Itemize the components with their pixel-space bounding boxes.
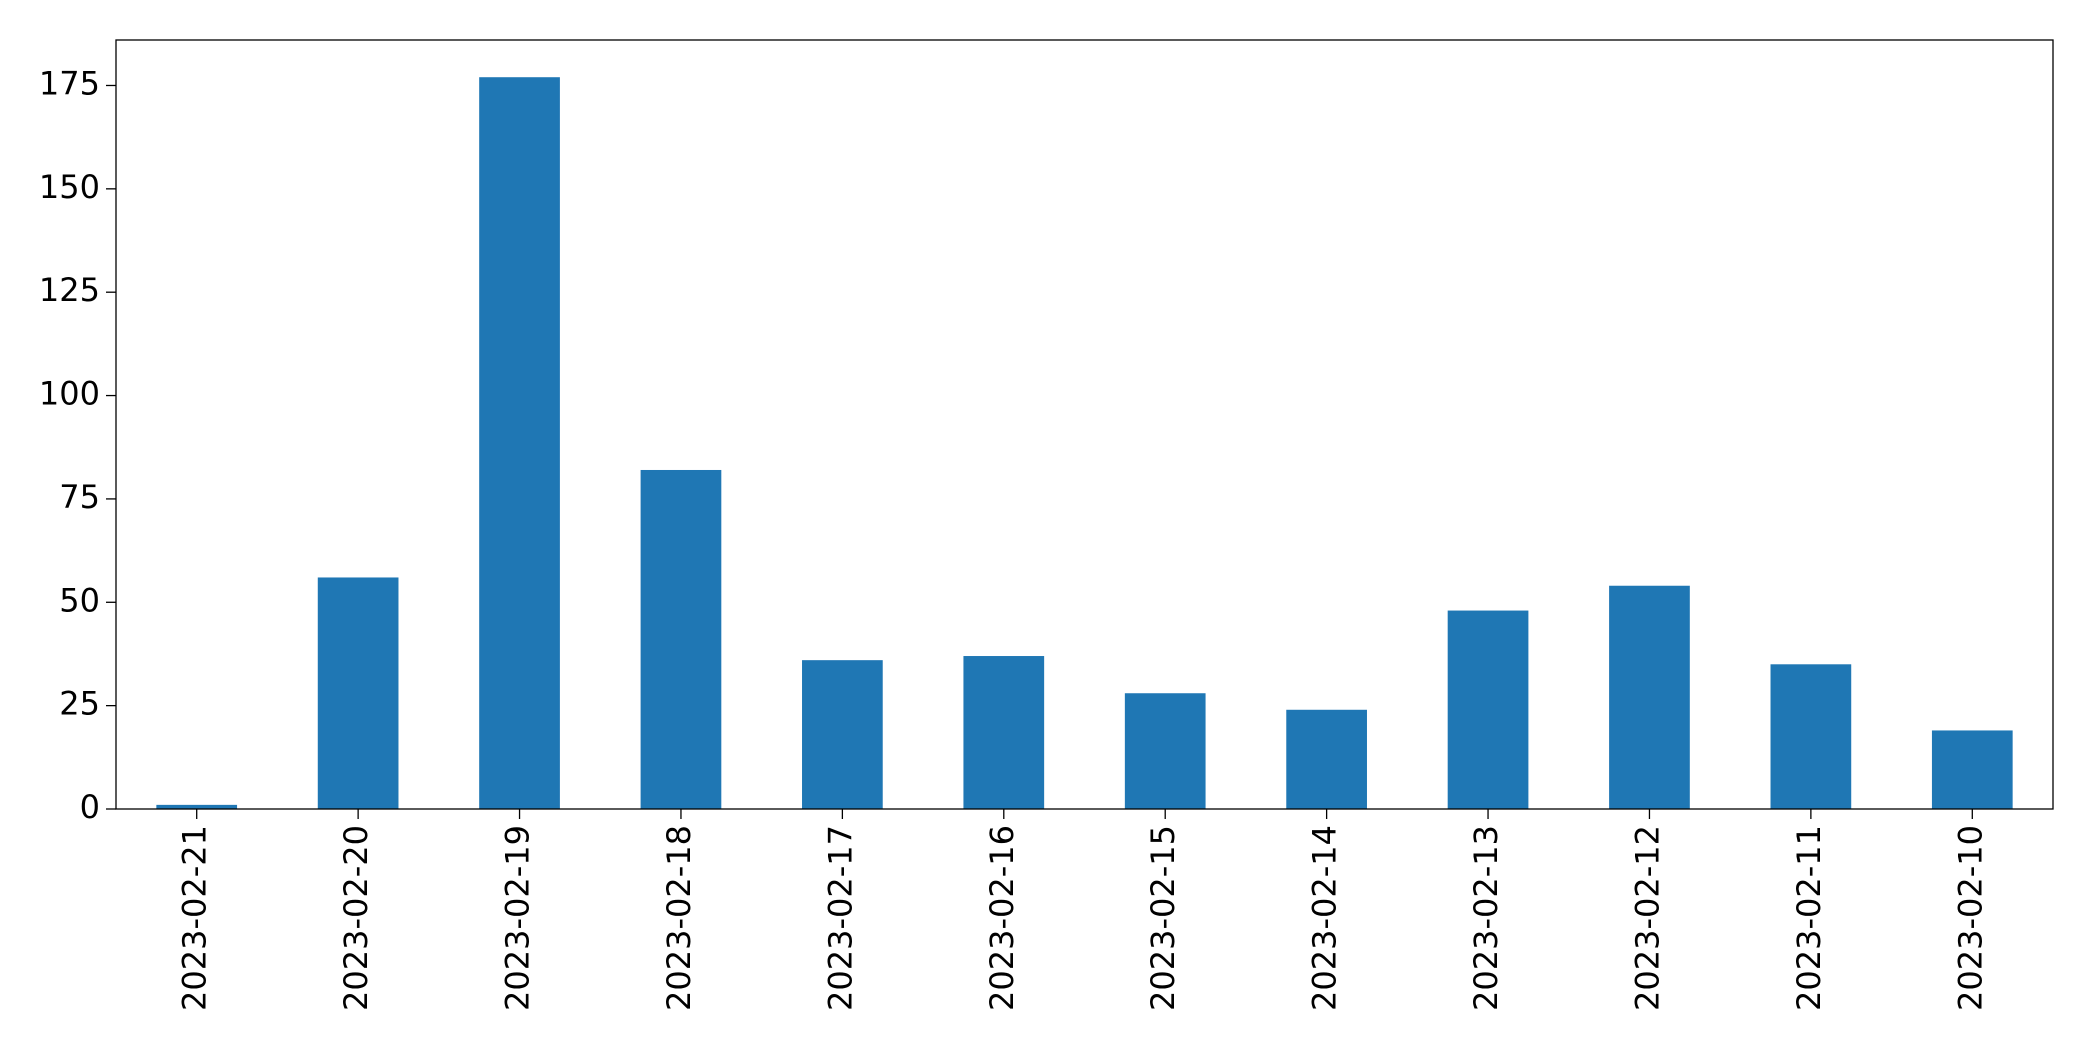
- y-tick-label: 75: [59, 478, 100, 516]
- x-tick-label: 2023-02-20: [337, 825, 375, 1011]
- y-tick-label: 150: [39, 168, 100, 206]
- y-tick-label: 50: [59, 581, 100, 619]
- bar: [1770, 664, 1852, 809]
- x-tick-label: 2023-02-13: [1467, 825, 1505, 1011]
- x-tick-label: 2023-02-10: [1951, 825, 1989, 1011]
- bar: [802, 660, 883, 809]
- bar: [1609, 585, 1690, 809]
- x-tick-label: 2023-02-17: [821, 825, 859, 1011]
- x-tick-label: 2023-02-19: [499, 825, 537, 1011]
- bar: [1286, 709, 1367, 809]
- x-tick-label: 2023-02-11: [1790, 825, 1828, 1011]
- y-tick-label: 25: [59, 685, 100, 723]
- bar: [640, 469, 722, 809]
- y-tick-label: 0: [80, 788, 100, 826]
- x-tick-label: 2023-02-15: [1144, 825, 1182, 1011]
- bar: [963, 656, 1045, 809]
- bar: [1124, 693, 1206, 809]
- x-tick-label: 2023-02-12: [1628, 825, 1666, 1011]
- x-tick-label: 2023-02-14: [1306, 825, 1344, 1011]
- bar: [1447, 610, 1529, 809]
- x-tick-label: 2023-02-16: [983, 825, 1021, 1011]
- y-tick-label: 100: [39, 375, 100, 413]
- x-tick-label: 2023-02-18: [660, 825, 698, 1011]
- bar: [156, 804, 238, 809]
- y-tick-label: 125: [39, 271, 100, 309]
- bar: [1931, 730, 2013, 809]
- y-tick-label: 175: [39, 64, 100, 102]
- x-tick-label: 2023-02-21: [176, 825, 214, 1011]
- bar: [317, 577, 399, 809]
- bar: [479, 77, 560, 810]
- plot-frame: [115, 39, 2054, 810]
